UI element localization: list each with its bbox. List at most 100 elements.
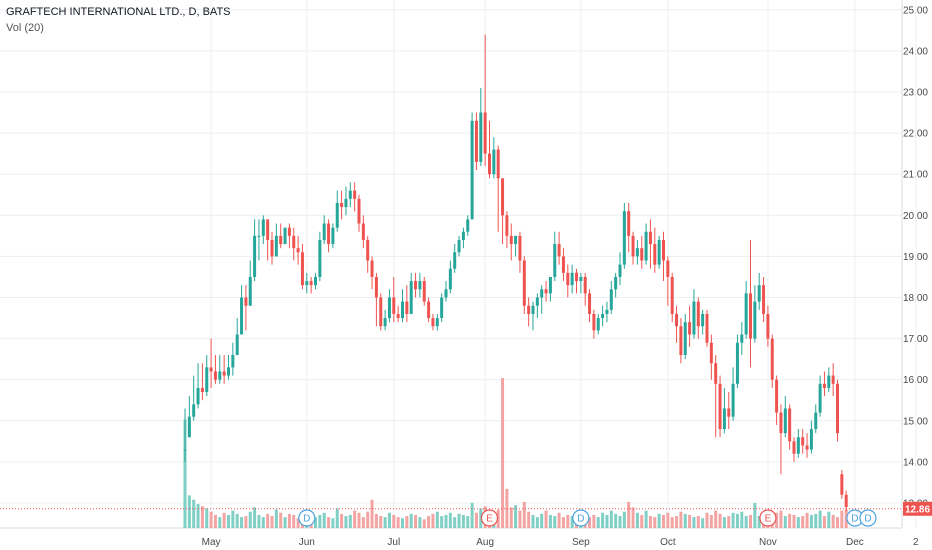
dividend-marker[interactable]: D xyxy=(572,509,590,527)
volume-bar xyxy=(274,509,278,528)
candle-body xyxy=(827,375,831,388)
candle-body xyxy=(213,371,217,380)
volume-bar xyxy=(809,514,813,528)
candle-body xyxy=(296,248,300,253)
event-circle xyxy=(298,509,316,527)
volume-bar xyxy=(240,517,244,528)
volume-bar xyxy=(831,514,835,528)
volume-bar xyxy=(253,507,257,528)
candle-body xyxy=(457,239,461,253)
volume-bar xyxy=(701,518,705,528)
candle-body xyxy=(274,235,278,257)
dividend-marker[interactable]: D xyxy=(298,509,316,527)
candle-body xyxy=(831,375,835,384)
volume-bar xyxy=(340,513,344,528)
volume-bar xyxy=(614,513,618,528)
candle-body xyxy=(566,272,570,286)
volume-bar xyxy=(505,488,509,528)
volume-bar xyxy=(827,511,831,528)
candle-body xyxy=(209,367,213,372)
volume-bar xyxy=(596,517,600,528)
candle-body xyxy=(622,211,626,265)
volume-indicator-label: Vol (20) xyxy=(6,22,44,34)
candle-body xyxy=(444,289,448,298)
candle-body xyxy=(822,383,826,388)
earnings-marker[interactable]: E xyxy=(480,509,499,527)
candle-body xyxy=(200,387,204,393)
volume-bar xyxy=(501,378,505,528)
candle-body xyxy=(509,235,513,245)
candle-body xyxy=(757,285,761,302)
candle-body xyxy=(374,276,378,298)
volume-bar xyxy=(244,516,248,528)
volume-bar xyxy=(270,516,274,528)
volume-bar xyxy=(662,514,665,528)
last-price-badge xyxy=(903,501,932,516)
volume-bar xyxy=(518,510,522,528)
volume-bar xyxy=(679,511,683,528)
candle-body xyxy=(496,149,500,179)
candle-body xyxy=(379,297,383,327)
volume-bar xyxy=(779,510,783,528)
candle-body xyxy=(357,198,361,224)
candle-body xyxy=(783,408,787,434)
candle-body xyxy=(314,276,317,286)
volume-bar xyxy=(431,513,435,528)
candle-body xyxy=(344,198,348,208)
candle-body xyxy=(809,429,813,450)
volume-bar xyxy=(561,517,565,528)
candle-body xyxy=(505,215,509,236)
candle-body xyxy=(305,281,309,286)
candle-body xyxy=(187,416,191,438)
candle-body xyxy=(840,474,844,495)
volume-bar xyxy=(592,514,596,528)
candle-body xyxy=(431,318,435,327)
volume-bar xyxy=(792,514,796,528)
candle-body xyxy=(440,297,444,319)
candle-body xyxy=(749,293,752,339)
candle-body xyxy=(675,313,679,327)
candle-body xyxy=(383,318,387,327)
candle-body xyxy=(801,437,805,446)
candle-body xyxy=(270,239,274,257)
volume-bar xyxy=(540,513,544,528)
volume-bar xyxy=(818,510,822,528)
dividend-marker[interactable]: D xyxy=(859,509,877,527)
candle-body xyxy=(583,276,587,294)
candle-body xyxy=(257,235,261,237)
candle-body xyxy=(361,223,365,240)
volume-bar xyxy=(601,512,605,528)
volume-bar xyxy=(422,519,426,528)
candle-body xyxy=(222,371,226,376)
candle-body xyxy=(527,305,531,314)
volume-bar xyxy=(235,513,239,528)
candle-body xyxy=(662,239,665,261)
volume-bar xyxy=(788,513,792,528)
earnings-marker[interactable]: E xyxy=(759,509,777,527)
candle-body xyxy=(283,227,287,245)
volume-bar xyxy=(548,514,552,528)
volume-bar xyxy=(553,516,557,528)
volume-bar xyxy=(644,510,648,528)
candle-body xyxy=(836,383,839,434)
volume-bar xyxy=(409,513,413,528)
candle-body xyxy=(540,289,544,298)
candle-body xyxy=(692,301,696,335)
candle-body xyxy=(418,281,422,290)
volume-bar xyxy=(514,505,518,528)
candle-body xyxy=(670,276,674,314)
candle-body xyxy=(575,272,578,282)
last-price-label: 12.86 xyxy=(905,504,930,515)
volume-bar xyxy=(522,501,526,528)
volume-bar xyxy=(453,517,457,528)
volume-bar xyxy=(836,517,839,528)
volume-bar xyxy=(744,516,748,528)
candle-body xyxy=(322,223,326,240)
candle-body xyxy=(718,383,722,430)
candle-body xyxy=(366,239,370,261)
volume-bar xyxy=(444,514,448,528)
volume-bar xyxy=(527,511,531,528)
volume-bar xyxy=(531,514,535,528)
